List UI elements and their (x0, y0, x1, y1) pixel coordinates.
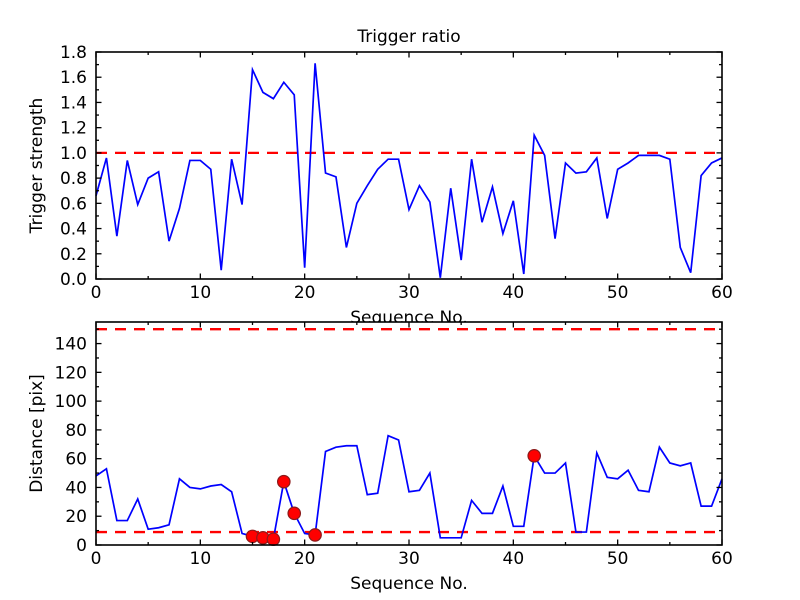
y-tick-label: 0.4 (60, 220, 87, 240)
y-tick-label: 1.4 (60, 93, 87, 113)
x-tick-label: 60 (711, 549, 733, 569)
x-tick-label: 50 (607, 283, 629, 303)
y-tick-label: 0 (76, 536, 87, 556)
chart-title-trigger-ratio: Trigger ratio (356, 27, 460, 47)
y-axis-label-distance: Distance [pix] (27, 374, 47, 493)
x-tick-label: 40 (503, 549, 525, 569)
y-tick-label: 0.8 (60, 169, 87, 189)
y-tick-label: 1.6 (60, 68, 87, 88)
plot-area-background (96, 322, 722, 545)
y-tick-label: 0.0 (60, 270, 87, 290)
series-line-distance (95, 434, 723, 541)
y-tick-label: 0.2 (60, 245, 87, 265)
x-axis-label-distance: Sequence No. (350, 574, 467, 594)
plot-area-background (96, 52, 722, 279)
series-line-trigger-ratio (95, 63, 723, 278)
y-tick-label: 100 (55, 392, 87, 412)
y-tick-label: 140 (55, 335, 87, 355)
y-tick-label: 1.8 (60, 43, 87, 63)
x-tick-label: 40 (503, 283, 525, 303)
x-tick-label: 30 (398, 549, 420, 569)
x-tick-label: 20 (294, 283, 316, 303)
data-point-marker (287, 506, 302, 521)
y-tick-label: 60 (65, 450, 87, 470)
y-tick-label: 120 (55, 363, 87, 383)
x-tick-label: 10 (190, 283, 212, 303)
x-tick-label: 20 (294, 549, 316, 569)
x-tick-label: 10 (190, 549, 212, 569)
y-axis-label-trigger-ratio: Trigger strength (27, 98, 47, 235)
data-point-marker (276, 474, 291, 489)
x-tick-label: 60 (711, 283, 733, 303)
data-point-marker (308, 528, 322, 542)
data-point-marker (527, 448, 541, 463)
y-tick-label: 80 (65, 421, 87, 441)
distance-axes: 0 10 20 30 40 50 60 0 20 40 60 80 100 120 140 Sequence … (27, 321, 733, 594)
x-tick-label: 0 (91, 549, 102, 569)
data-point-marker (266, 532, 281, 547)
y-tick-label: 1.2 (60, 119, 87, 139)
y-tick-label: 40 (65, 478, 87, 498)
y-tick-label: 0.6 (60, 194, 87, 214)
y-tick-label: 1.0 (60, 144, 87, 164)
x-tick-label: 0 (91, 283, 102, 303)
y-tick-label: 20 (65, 507, 87, 527)
x-tick-label: 30 (398, 283, 420, 303)
x-tick-label: 50 (607, 549, 629, 569)
